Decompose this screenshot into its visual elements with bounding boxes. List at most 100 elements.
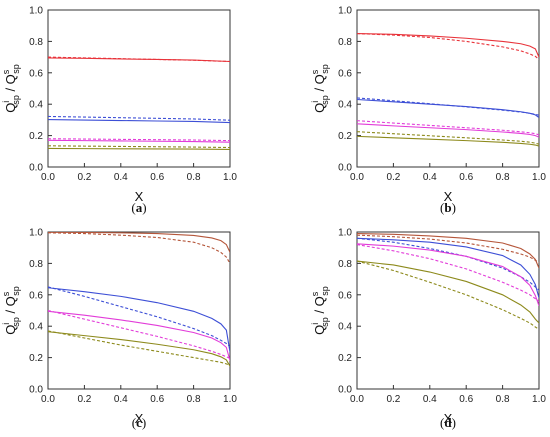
plot-frame [356,9,540,168]
panel-caption-open: ( [440,200,444,215]
y-axis-title-sup2: s [1,69,11,74]
series-line-dashed [48,56,230,63]
y-tick-label: 0.6 [29,68,43,79]
y-axis-title-q: Q [3,325,18,335]
series-line-solid [48,310,230,361]
x-tick-label: 1.0 [532,172,546,183]
y-axis-title: Qisp / Qssp [310,286,330,335]
series-line-dashed [357,97,539,116]
y-axis-title-sup2: s [310,69,320,74]
x-tick-label: 0.2 [77,394,91,405]
panel-caption-letter: c [136,415,142,430]
x-tick-label: 0.4 [114,172,128,183]
panel-caption-letter: d [444,415,452,430]
panel-caption: (b) [440,200,456,215]
y-axis-title-sup: i [310,101,320,103]
y-tick-label: 0.4 [29,322,43,333]
chart-panel-c: 0.0 0.2 0.4 0.6 0.8 1.00.00.20.40.60.81.0XQis… [1,228,237,431]
series-line-solid [357,98,539,118]
plot-frame [356,231,540,390]
series-line-solid [48,331,230,367]
y-tick-label: 0.0 [338,163,352,174]
series-line-solid [48,119,230,124]
y-axis-title: Qisp / Qssp [1,64,21,113]
x-tick-label: 0.8 [496,172,510,183]
x-axis-title: X [444,189,453,204]
y-tick-label: 1.0 [338,228,352,239]
x-tick-label: 0.2 [77,172,91,183]
plot-frame [47,9,231,168]
panel-caption: (c) [132,415,146,430]
x-tick-label: 1.0 [223,172,237,183]
y-axis-title-sup2: s [310,291,320,296]
y-tick-label: 1.0 [29,228,43,239]
x-tick-label: 0.0 [350,394,364,405]
y-tick-label: 0.2 [338,353,352,364]
y-axis-title-sub2: sp [11,64,21,74]
y-tick-label: 0.6 [338,68,352,79]
series-line-dashed [357,260,539,330]
series-line-dashed [48,232,230,264]
series-line-dashed [357,33,539,60]
y-tick-label: 0.6 [29,290,43,301]
plot-frame [47,231,231,390]
series-line-dashed [48,309,230,359]
y-axis-title-sub: sp [11,317,21,327]
y-axis-title-sub: sp [11,95,21,105]
y-axis-title-sup: i [310,323,320,325]
series-line-dashed [48,115,230,121]
y-tick-label: 0.8 [338,37,352,48]
series-line-dashed [48,330,230,366]
series-line-dashed [357,120,539,136]
y-tick-label: 0.2 [338,131,352,142]
panel-caption-letter: b [444,200,451,215]
y-axis-title: Qisp / Qssp [310,64,330,113]
y-axis-title-sup: i [1,323,11,325]
y-tick-label: 0.6 [338,290,352,301]
y-tick-label: 0.8 [29,259,43,270]
panel-caption-close: ) [452,200,456,215]
x-tick-label: 0.6 [459,172,473,183]
series-line-solid [357,33,539,58]
y-axis-title-q: Q [3,103,18,113]
panel-caption-letter: a [136,200,143,215]
x-tick-label: 0.8 [187,172,201,183]
series-line-dashed [357,131,539,145]
y-axis-title-sup2: s [1,291,11,296]
x-axis-title: X [135,189,144,204]
x-tick-label: 0.4 [423,172,437,183]
series-line-dashed [357,244,539,302]
y-tick-label: 0.2 [29,131,43,142]
series-line-solid [48,147,230,150]
series-line-solid [48,57,230,63]
x-tick-label: 0.2 [386,172,400,183]
y-axis-title: Qisp / Qssp [1,286,21,335]
panel-caption-open: ( [131,200,135,215]
y-tick-label: 0.8 [29,37,43,48]
y-axis-title-sep: / Q [312,74,327,95]
x-tick-label: 0.0 [350,172,364,183]
series-line-solid [48,287,230,353]
y-axis-title-sub: sp [320,95,330,105]
y-tick-label: 0.0 [338,385,352,396]
y-axis-title-sup: i [1,101,11,103]
x-tick-label: 0.0 [41,394,55,405]
series-line-dashed [357,234,539,264]
x-tick-label: 0.4 [423,394,437,405]
x-tick-label: 0.6 [150,172,164,183]
y-tick-label: 1.0 [29,6,43,17]
panel-caption: (d) [440,415,456,430]
panel-caption-close: ) [142,200,146,215]
chart-panel-a: 0.0 0.2 0.4 0.6 0.8 1.00.00.20.40.60.81.0XQis… [1,6,237,216]
series-line-solid [357,135,539,147]
x-tick-label: 0.4 [114,394,128,405]
panel-caption-close: ) [452,415,456,430]
y-axis-title-sub2: sp [320,64,330,74]
y-tick-label: 0.4 [338,100,352,111]
x-tick-label: 0.6 [150,394,164,405]
series-line-solid [357,233,539,269]
y-tick-label: 1.0 [338,6,352,17]
y-axis-title-sep: / Q [312,296,327,317]
series-line-solid [357,260,539,324]
y-axis-title-sep: / Q [3,296,18,317]
